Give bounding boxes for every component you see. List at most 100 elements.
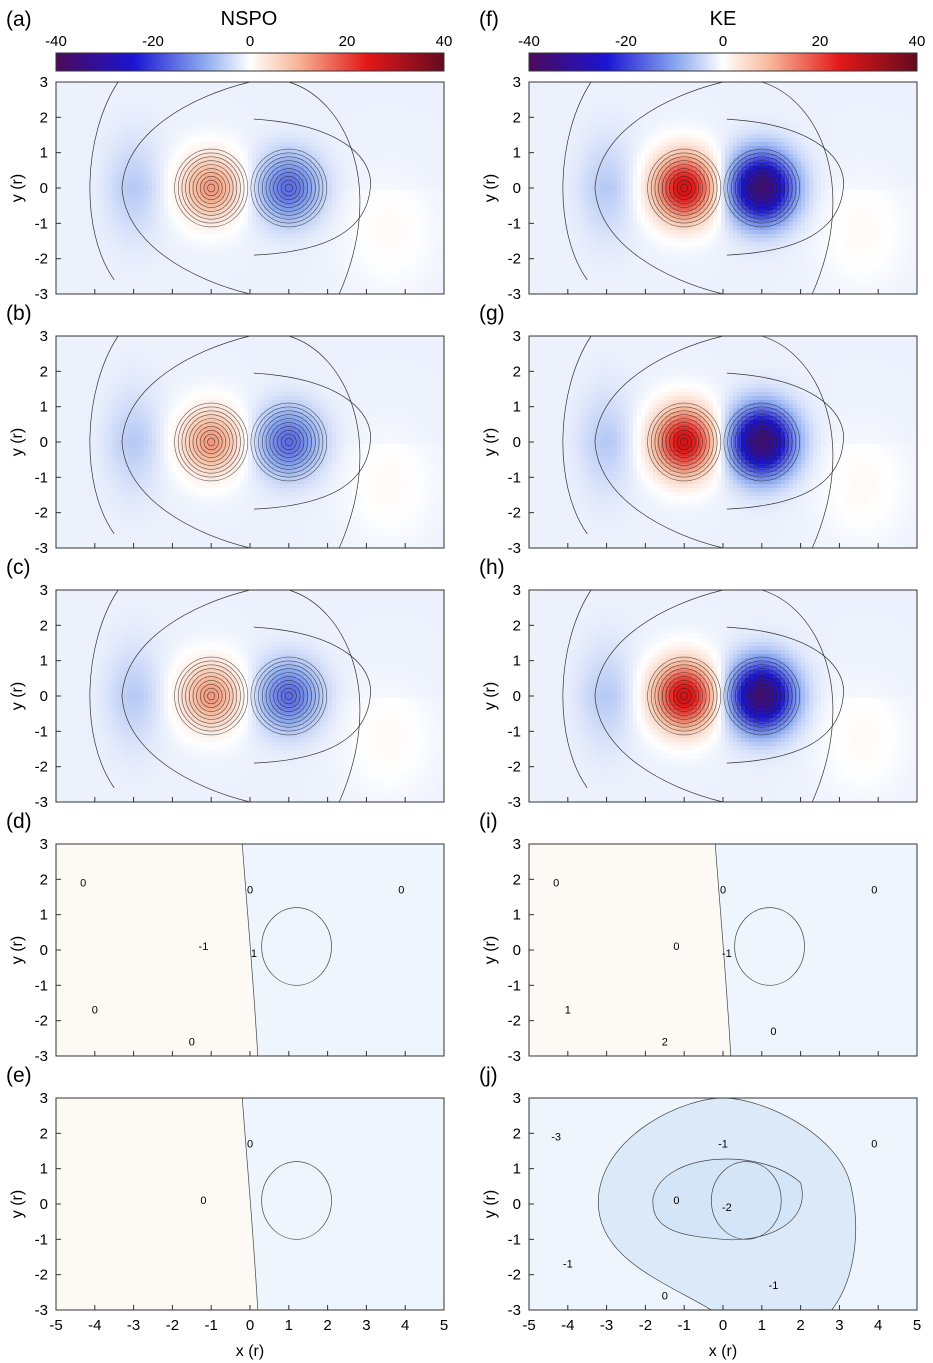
field-cell xyxy=(72,182,77,187)
field-cell xyxy=(420,218,425,223)
field-cell xyxy=(404,214,409,219)
field-cell xyxy=(216,174,221,179)
field-cell xyxy=(304,182,309,187)
field-cell xyxy=(108,90,113,95)
field-cell xyxy=(280,130,285,135)
field-cell xyxy=(152,166,157,171)
field-cell xyxy=(356,186,361,191)
field-cell xyxy=(108,114,113,119)
field-cell xyxy=(236,226,241,231)
field-cell xyxy=(140,82,145,87)
field-cell xyxy=(104,82,109,87)
field-cell xyxy=(364,102,369,107)
field-cell xyxy=(204,158,209,163)
field-cell xyxy=(164,210,169,215)
field-cell xyxy=(164,190,169,195)
field-cell xyxy=(72,122,77,127)
field-cell xyxy=(196,154,201,159)
field-cell xyxy=(228,90,233,95)
field-cell xyxy=(348,234,353,239)
field-cell xyxy=(160,186,165,191)
field-cell xyxy=(156,266,161,271)
field-cell xyxy=(80,202,85,207)
field-cell xyxy=(176,218,181,223)
field-cell xyxy=(184,182,189,187)
field-cell xyxy=(84,114,89,119)
field-cell xyxy=(144,206,149,211)
field-cell xyxy=(240,122,245,127)
field-cell xyxy=(88,250,93,255)
field-cell xyxy=(76,214,81,219)
field-cell xyxy=(276,82,281,87)
field-cell xyxy=(72,94,77,99)
field-cell xyxy=(432,114,437,119)
field-cell xyxy=(328,150,333,155)
field-cell xyxy=(176,282,181,287)
field-cell xyxy=(260,82,265,87)
field-cell xyxy=(424,266,429,271)
field-cell xyxy=(156,230,161,235)
field-cell xyxy=(352,230,357,235)
field-cell xyxy=(84,86,89,91)
field-cell xyxy=(212,250,217,255)
field-cell xyxy=(220,178,225,183)
field-cell xyxy=(244,162,249,167)
field-cell xyxy=(128,270,133,275)
field-cell xyxy=(116,162,121,167)
field-cell xyxy=(372,94,377,99)
field-cell xyxy=(276,222,281,227)
field-cell xyxy=(440,150,445,155)
field-cell xyxy=(404,198,409,203)
field-cell xyxy=(116,82,121,87)
field-cell xyxy=(100,178,105,183)
field-cell xyxy=(192,270,197,275)
field-cell xyxy=(352,158,357,163)
field-cell xyxy=(60,206,65,211)
field-cell xyxy=(140,194,145,199)
field-cell xyxy=(260,194,265,199)
field-cell xyxy=(296,118,301,123)
field-cell xyxy=(324,134,329,139)
field-cell xyxy=(304,226,309,231)
field-cell xyxy=(356,102,361,107)
cb-tick: -20 xyxy=(142,33,164,50)
field-cell xyxy=(100,150,105,155)
field-cell xyxy=(116,142,121,147)
field-cell xyxy=(168,266,173,271)
field-cell xyxy=(80,90,85,95)
field-cell xyxy=(280,162,285,167)
field-cell xyxy=(312,266,317,271)
field-cell xyxy=(396,110,401,115)
field-cell xyxy=(284,206,289,211)
field-cell xyxy=(284,270,289,275)
field-cell xyxy=(428,190,433,195)
field-cell xyxy=(356,138,361,143)
field-cell xyxy=(324,234,329,239)
field-cell xyxy=(184,222,189,227)
field-cell xyxy=(80,134,85,139)
field-cell xyxy=(156,174,161,179)
field-cell xyxy=(392,94,397,99)
field-cell xyxy=(376,98,381,103)
field-cell xyxy=(108,282,113,287)
field-cell xyxy=(112,274,117,279)
field-cell xyxy=(244,210,249,215)
field-cell xyxy=(212,242,217,247)
field-cell xyxy=(136,94,141,99)
field-cell xyxy=(216,190,221,195)
field-cell xyxy=(240,262,245,267)
field-cell xyxy=(248,106,253,111)
field-cell xyxy=(204,86,209,91)
field-cell xyxy=(332,218,337,223)
field-cell xyxy=(352,170,357,175)
field-cell xyxy=(84,98,89,103)
field-cell xyxy=(420,274,425,279)
field-cell xyxy=(200,134,205,139)
field-cell xyxy=(428,142,433,147)
field-cell xyxy=(212,162,217,167)
field-cell xyxy=(340,274,345,279)
field-cell xyxy=(380,134,385,139)
field-cell xyxy=(152,214,157,219)
field-cell xyxy=(104,90,109,95)
field-cell xyxy=(96,170,101,175)
